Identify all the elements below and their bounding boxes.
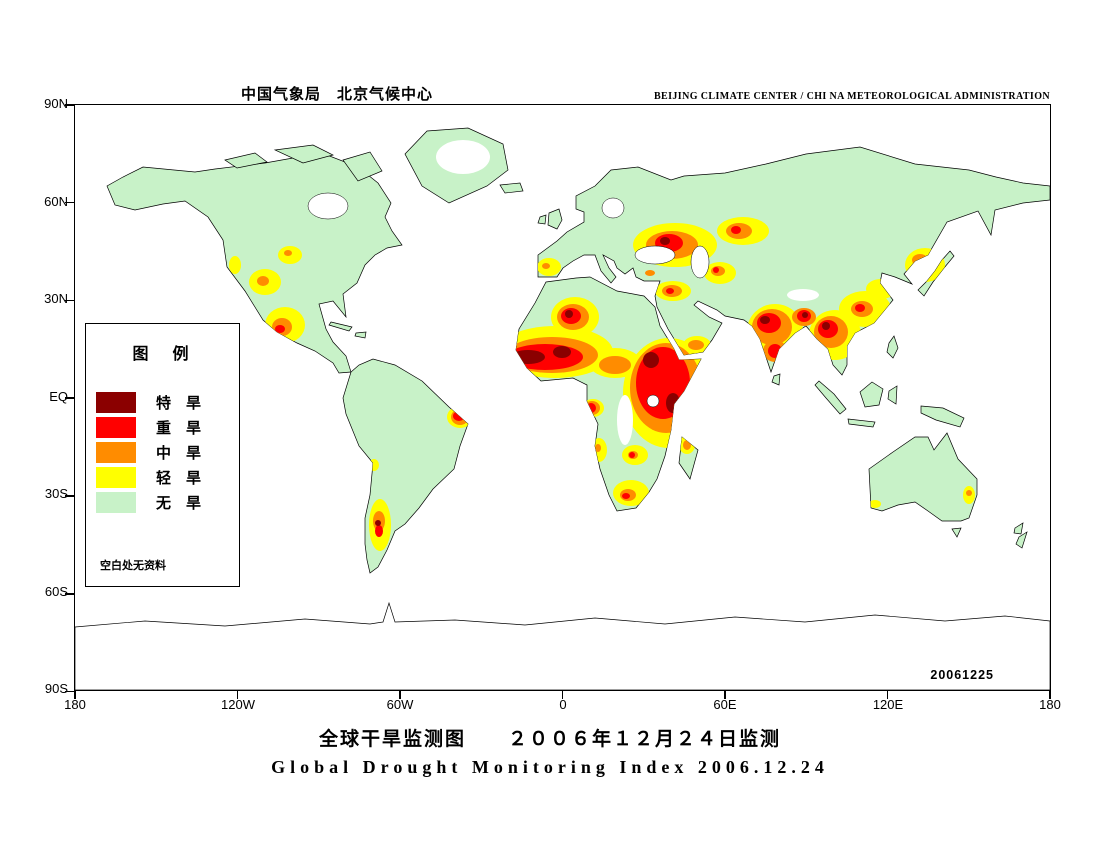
drought-region-indochina	[822, 322, 830, 330]
drought-region-angola-namibia	[595, 444, 601, 452]
drought-region-northeast-asia	[912, 254, 928, 266]
date-stamp: 20061225	[930, 668, 994, 682]
x-axis-label: 180	[1039, 697, 1061, 712]
drought-region-northeast-india	[802, 312, 808, 318]
drought-region-india	[760, 316, 770, 324]
drought-region-west-africa	[553, 346, 571, 358]
legend-swatch-moderate	[96, 442, 136, 463]
drought-region-east-china	[866, 279, 896, 299]
drought-region-east-africa	[643, 352, 659, 368]
legend-rows: 特 旱 重 旱 中 旱 轻 旱 无 旱	[96, 390, 239, 515]
world-map	[75, 127, 1050, 690]
y-axis-label: EQ	[49, 389, 68, 404]
legend-item: 无 旱	[96, 490, 239, 515]
x-axis-label: 60E	[713, 697, 737, 712]
drought-region-central-asia	[713, 267, 719, 273]
legend-label: 重 旱	[156, 420, 202, 437]
x-axis-label: 60W	[386, 697, 414, 712]
header-english: BEIJING CLIMATE CENTER / CHI NA METEOROL…	[653, 91, 1050, 102]
legend-item: 特 旱	[96, 390, 239, 415]
drought-region-ukraine-south-russia	[660, 237, 670, 245]
y-axis-label: 60S	[44, 584, 68, 599]
x-axis-label: 120E	[872, 697, 904, 712]
drought-region-southern-south-america	[375, 520, 381, 526]
y-axis-label: 90S	[44, 681, 68, 696]
legend-swatch-none	[96, 492, 136, 513]
drought-region-spain	[542, 263, 550, 269]
drought-region-northeast-asia	[905, 248, 945, 282]
y-axis-label: 60N	[44, 194, 68, 209]
lake-victoria	[646, 394, 660, 408]
drought-region-us-west-coast	[229, 256, 241, 274]
drought-region-kazakhstan	[731, 226, 741, 234]
drought-region-southern-south-america	[375, 525, 383, 537]
nodata-greenland	[436, 140, 490, 174]
hudson-bay	[307, 192, 349, 220]
drought-region-zambia-zimbabwe	[629, 452, 635, 458]
drought-region-turkey	[645, 270, 655, 276]
drought-region-southwest-arabia	[688, 340, 704, 350]
legend-item: 轻 旱	[96, 465, 239, 490]
drought-region-east-africa	[666, 393, 680, 413]
drought-region-south-china	[855, 304, 865, 312]
drought-region-chad	[599, 356, 631, 374]
map-frame: 图 例 特 旱 重 旱 中 旱 轻 旱	[74, 104, 1051, 691]
drought-region-us-plains	[284, 250, 292, 256]
title-english: Global Drought Monitoring Index 2006.12.…	[271, 757, 829, 777]
drought-region-southwest-us	[257, 276, 269, 286]
x-axis-label: 180	[64, 697, 86, 712]
drought-region-congo-coast	[586, 403, 596, 413]
drought-region-australia-east	[966, 490, 972, 496]
antarctica-layer	[75, 602, 1050, 690]
legend-label: 中 旱	[156, 445, 202, 462]
caspian-sea	[690, 245, 710, 279]
drought-region-northwest-africa	[565, 310, 573, 318]
legend-swatch-extreme	[96, 392, 136, 413]
legend-swatch-severe	[96, 417, 136, 438]
drought-region-middle-east	[666, 288, 674, 294]
black-sea	[634, 245, 676, 265]
legend-label: 轻 旱	[156, 470, 202, 487]
header-chinese: 中国气象局 北京气候中心	[240, 86, 433, 103]
drought-region-india	[757, 313, 781, 333]
x-axis-label: 0	[559, 697, 567, 712]
nodata-tibet	[787, 289, 819, 301]
lakes-layer	[307, 192, 710, 408]
y-axis-label: 90N	[44, 96, 68, 111]
legend-label: 无 旱	[156, 495, 202, 512]
nodata-layer	[436, 140, 819, 445]
drought-region-mexico	[275, 325, 285, 333]
baltic-sea	[601, 197, 625, 219]
drought-region-south-africa	[622, 493, 630, 499]
legend-item: 重 旱	[96, 415, 239, 440]
x-axis-label: 120W	[221, 697, 255, 712]
legend-swatch-light	[96, 467, 136, 488]
drought-region-south-india	[768, 344, 782, 358]
legend-label: 特 旱	[156, 395, 202, 412]
legend-note: 空白处无资料	[100, 560, 166, 572]
legend: 图 例 特 旱 重 旱 中 旱 轻 旱	[85, 323, 240, 587]
drought-region-peru	[369, 459, 379, 471]
legend-title: 图 例	[132, 346, 193, 363]
legend-item: 中 旱	[96, 440, 239, 465]
drought-region-northeast-asia	[919, 265, 927, 273]
y-axis-label: 30S	[44, 486, 68, 501]
drought-region-australia-southwest	[869, 500, 881, 508]
nodata-congo	[617, 395, 633, 445]
drought-region-madagascar	[683, 440, 691, 450]
title-chinese: 全球干旱监测图 ２００６年１２月２４日监测	[318, 729, 781, 750]
drought-region-west-africa	[511, 350, 545, 364]
y-axis-label: 30N	[44, 291, 68, 306]
